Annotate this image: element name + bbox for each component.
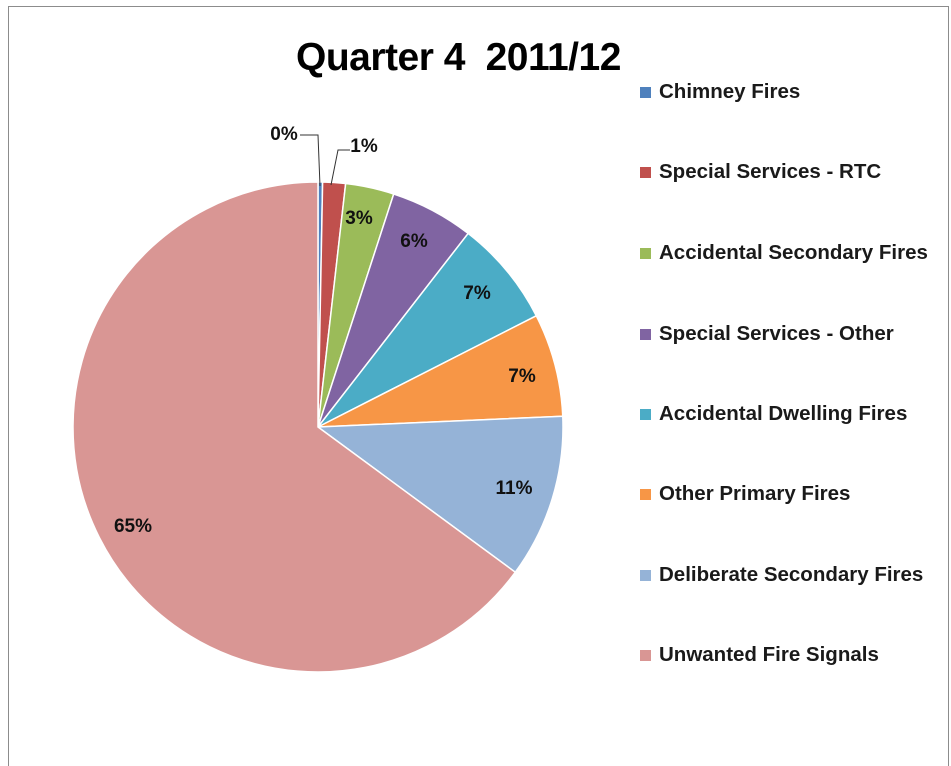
legend-label: Special Services - Other xyxy=(659,322,894,345)
legend-label: Deliberate Secondary Fires xyxy=(659,563,924,586)
leader-line xyxy=(330,149,350,186)
pie-slice-accidental-dwelling-fires xyxy=(317,232,538,428)
legend-swatch xyxy=(640,329,651,340)
data-label: 0% xyxy=(270,124,298,145)
legend-label: Special Services - RTC xyxy=(659,160,882,183)
legend-swatch xyxy=(640,650,651,661)
legend-swatch xyxy=(640,570,651,581)
pie-slice-unwanted-fire-signals xyxy=(72,181,517,673)
legend-label: Chimney Fires xyxy=(659,80,801,103)
leader-line xyxy=(300,134,321,187)
legend-label: Accidental Dwelling Fires xyxy=(659,402,908,425)
legend-swatch xyxy=(640,489,651,500)
pie-slice-deliberate-secondary-fires xyxy=(315,415,564,574)
data-label: 6% xyxy=(400,231,428,252)
data-label: 65% xyxy=(114,516,152,537)
legend-label: Accidental Secondary Fires xyxy=(659,241,928,264)
data-label: 1% xyxy=(350,136,378,157)
data-label: 7% xyxy=(508,366,536,387)
legend-swatch xyxy=(640,87,651,98)
legend-swatch xyxy=(640,248,651,259)
pie-slice-other-primary-fires xyxy=(317,314,564,428)
data-label: 3% xyxy=(345,208,373,229)
data-label: 7% xyxy=(463,283,491,304)
chart-title: Quarter 4 2011/12 xyxy=(296,36,621,79)
data-label: 11% xyxy=(496,478,533,499)
legend-label: Unwanted Fire Signals xyxy=(659,643,879,666)
legend-label: Other Primary Fires xyxy=(659,482,851,505)
legend-swatch xyxy=(640,167,651,178)
legend-swatch xyxy=(640,409,651,420)
